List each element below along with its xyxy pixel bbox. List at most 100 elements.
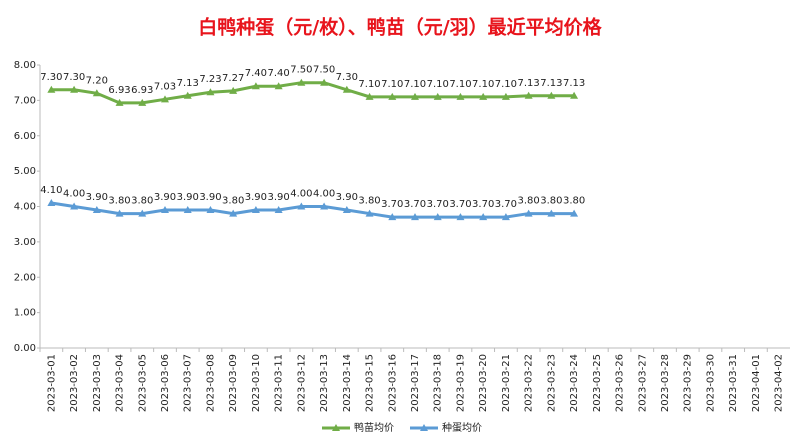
data-label: 7.10	[381, 79, 403, 90]
legend-label: 鸭苗均价	[354, 421, 394, 434]
data-label: 7.27	[222, 73, 244, 84]
data-label: 7.10	[427, 79, 449, 90]
point-marker	[570, 91, 579, 99]
data-label: 3.70	[404, 199, 426, 210]
point-marker	[320, 202, 329, 210]
point-marker	[501, 92, 510, 100]
point-marker	[547, 209, 556, 217]
point-marker	[297, 78, 306, 86]
point-marker	[183, 206, 192, 214]
y-tick-label: 8.00	[14, 60, 36, 71]
data-label: 7.30	[40, 72, 62, 83]
data-label: 3.90	[86, 192, 108, 203]
x-tick-label: 2023-03-20	[478, 354, 489, 412]
point-marker	[365, 92, 374, 100]
x-tick-label: 2023-03-11	[274, 354, 285, 412]
data-label: 7.13	[177, 78, 199, 89]
data-label: 4.00	[313, 189, 335, 200]
x-tick-label: 2023-03-07	[183, 354, 194, 412]
data-label: 3.90	[336, 192, 358, 203]
data-label: 3.90	[268, 192, 290, 203]
point-marker	[70, 85, 79, 93]
point-marker	[115, 209, 124, 217]
data-label: 3.70	[472, 199, 494, 210]
x-tick-label: 2023-03-12	[296, 354, 307, 412]
data-label: 3.80	[358, 196, 380, 207]
point-marker	[229, 209, 238, 217]
x-tick-label: 2023-03-25	[592, 354, 603, 412]
x-tick-label: 2023-03-04	[115, 354, 126, 412]
data-label: 7.23	[199, 74, 221, 85]
x-tick-label: 2023-03-09	[228, 354, 239, 412]
x-tick-label: 2023-03-30	[705, 354, 716, 412]
data-label: 3.80	[222, 196, 244, 207]
point-marker	[115, 98, 124, 106]
point-marker	[47, 198, 56, 206]
point-marker	[342, 206, 351, 214]
y-tick-label: 4.00	[14, 202, 36, 213]
point-marker	[161, 206, 169, 214]
x-tick-label: 2023-03-16	[387, 354, 398, 412]
point-marker	[92, 89, 101, 97]
point-marker	[206, 206, 215, 214]
x-tick-label: 2023-03-10	[251, 354, 262, 412]
data-label: 7.13	[540, 78, 562, 89]
point-marker	[433, 92, 442, 100]
data-label: 7.13	[518, 78, 540, 89]
x-tick-label: 2023-03-15	[365, 354, 376, 412]
point-marker	[92, 206, 101, 214]
point-marker	[456, 92, 465, 100]
x-tick-label: 2023-03-06	[160, 354, 171, 412]
x-tick-label: 2023-03-01	[46, 354, 57, 412]
data-label: 3.90	[154, 192, 176, 203]
data-label: 7.50	[313, 65, 335, 76]
point-marker	[297, 202, 306, 210]
point-marker	[251, 82, 260, 90]
x-tick-label: 2023-03-31	[728, 354, 739, 412]
data-label: 7.40	[245, 68, 267, 79]
data-label: 3.80	[131, 196, 153, 207]
y-tick-label: 0.00	[14, 343, 36, 354]
data-label: 7.10	[449, 79, 471, 90]
data-label: 4.10	[40, 185, 62, 196]
data-label: 4.00	[63, 189, 85, 200]
data-label: 6.93	[108, 85, 130, 96]
y-tick-label: 3.00	[14, 237, 36, 248]
y-tick-label: 7.00	[14, 95, 36, 106]
point-marker	[365, 209, 374, 217]
point-marker	[524, 91, 533, 99]
data-label: 4.00	[290, 189, 312, 200]
point-marker	[524, 209, 533, 217]
data-label: 3.70	[495, 199, 517, 210]
y-tick-label: 5.00	[14, 166, 36, 177]
data-label: 3.90	[245, 192, 267, 203]
point-marker	[138, 98, 147, 106]
data-label: 3.80	[518, 196, 540, 207]
point-marker	[274, 82, 283, 90]
y-tick-label: 1.00	[14, 308, 36, 319]
x-tick-label: 2023-03-29	[683, 354, 694, 412]
chart-title: 白鸭种蛋（元/枚）、鸭苗（元/羽）最近平均价格	[198, 16, 602, 39]
point-marker	[251, 206, 260, 214]
point-marker	[388, 213, 397, 221]
x-tick-label: 2023-03-23	[546, 354, 557, 412]
x-tick-label: 2023-03-02	[69, 354, 80, 412]
data-label: 7.10	[358, 79, 380, 90]
data-label: 7.50	[290, 65, 312, 76]
data-label: 7.10	[495, 79, 517, 90]
point-marker	[47, 85, 56, 93]
x-tick-label: 2023-04-02	[774, 354, 785, 412]
data-label: 3.90	[177, 192, 199, 203]
series-line	[51, 201, 575, 219]
data-label: 7.13	[563, 78, 585, 89]
point-marker	[570, 209, 579, 217]
x-tick-label: 2023-03-22	[524, 354, 535, 412]
y-tick-label: 6.00	[14, 131, 36, 142]
data-label: 3.80	[563, 196, 585, 207]
point-marker	[274, 206, 283, 214]
point-marker	[183, 91, 192, 99]
x-tick-label: 2023-03-21	[501, 354, 512, 412]
x-tick-label: 2023-03-26	[615, 354, 626, 412]
data-label: 7.03	[154, 81, 176, 92]
x-tick-label: 2023-03-28	[660, 354, 671, 412]
